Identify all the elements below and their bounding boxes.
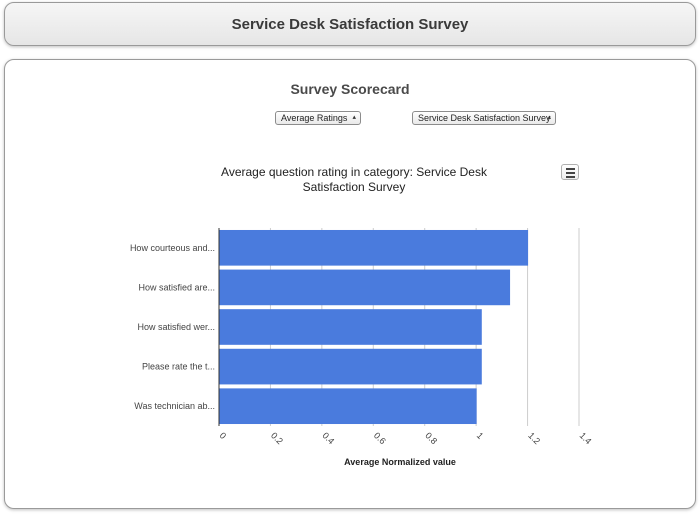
scorecard-panel: Survey Scorecard Average Ratings ▴ Servi… — [4, 59, 696, 509]
bar[interactable] — [219, 348, 482, 385]
bar[interactable] — [219, 229, 529, 266]
select-arrows-icon: ▴ — [547, 114, 551, 121]
x-tick-label: 0.8 — [423, 430, 439, 446]
x-tick-label: 0.2 — [269, 430, 285, 446]
scorecard-title: Survey Scorecard — [290, 81, 410, 97]
category-label: Please rate the t... — [142, 362, 215, 372]
metric-select-value: Average Ratings — [281, 113, 348, 123]
survey-select[interactable]: Service Desk Satisfaction Survey ▴ — [412, 111, 556, 125]
x-tick-label: 1.2 — [526, 430, 542, 446]
category-label: Was technician ab... — [134, 401, 215, 411]
survey-select-value: Service Desk Satisfaction Survey — [418, 113, 551, 123]
bar[interactable] — [219, 388, 477, 425]
x-tick-label: 0.4 — [320, 430, 336, 446]
select-arrows-icon: ▴ — [352, 114, 356, 121]
category-label: How satisfied are... — [138, 282, 215, 292]
x-axis-label: Average Normalized value — [344, 457, 456, 467]
bar[interactable] — [219, 309, 482, 345]
category-label: How courteous and... — [130, 243, 215, 253]
x-tick-label: 1.4 — [578, 430, 594, 446]
bar-chart: Average question rating in category: Ser… — [130, 165, 594, 467]
chart-title-line-2: Satisfaction Survey — [303, 180, 406, 194]
x-tick-label: 0 — [218, 430, 229, 441]
x-tick-label: 0.6 — [372, 430, 388, 446]
x-tick-label: 1 — [475, 430, 486, 441]
header-bar: Service Desk Satisfaction Survey — [4, 2, 696, 46]
bar[interactable] — [219, 269, 511, 306]
chart-title: Average question rating in category: Ser… — [221, 165, 488, 194]
chart-title-line-1: Average question rating in category: Ser… — [221, 165, 488, 179]
metric-select[interactable]: Average Ratings ▴ — [275, 111, 361, 125]
page-title: Service Desk Satisfaction Survey — [231, 16, 469, 33]
category-label: How satisfied wer... — [137, 322, 215, 332]
chart-menu-button[interactable] — [561, 164, 579, 180]
